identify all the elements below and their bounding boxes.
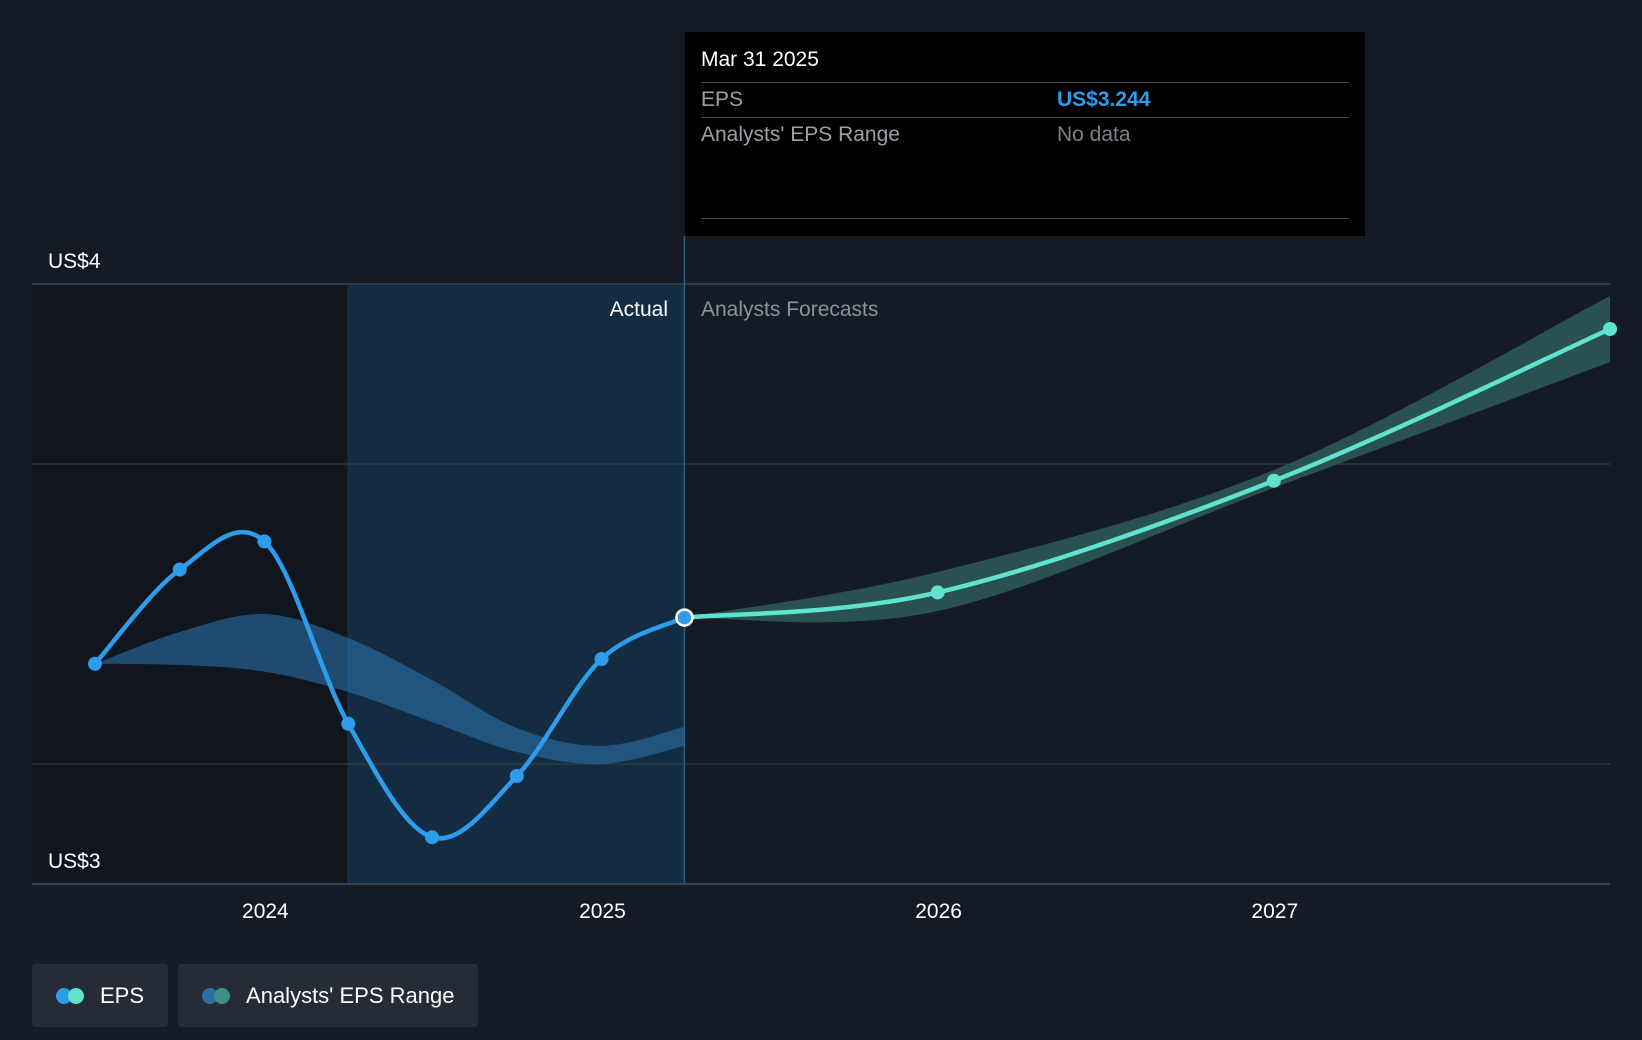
- eps-selected-point[interactable]: [675, 608, 694, 627]
- legend-eps-label: EPS: [100, 982, 145, 1008]
- eps-forecast-point[interactable]: [930, 585, 945, 600]
- eps-line-past: [92, 529, 687, 841]
- tooltip-eps-value: US$3.244: [1057, 88, 1151, 111]
- tooltip-range-label: Analysts' EPS Range: [701, 123, 900, 146]
- legend-eps[interactable]: EPS: [32, 964, 169, 1027]
- eps-point[interactable]: [594, 652, 609, 666]
- actual-label: Actual: [610, 298, 668, 321]
- tooltip-divider: [701, 218, 1349, 219]
- eps-point[interactable]: [509, 769, 524, 783]
- y-tick-label: US$4: [48, 250, 101, 273]
- eps-line-forecast: [682, 326, 1613, 620]
- tooltip-range-row: Analysts' EPS Range No data: [701, 118, 1349, 152]
- eps-forecast-point[interactable]: [1603, 322, 1617, 336]
- tooltip-date: Mar 31 2025: [701, 46, 1349, 83]
- eps-forecast-point[interactable]: [1266, 473, 1281, 488]
- x-tick-label: 2025: [579, 900, 626, 923]
- tooltip: Mar 31 2025 EPS US$3.244 Analysts' EPS R…: [685, 32, 1365, 236]
- x-tick-label: 2027: [1251, 900, 1298, 923]
- y-tick-label: US$3: [48, 850, 101, 873]
- legend-range[interactable]: Analysts' EPS Range: [178, 964, 479, 1027]
- range-band-forecast: [684, 296, 1610, 623]
- tooltip-eps-label: EPS: [701, 88, 744, 111]
- eps-point[interactable]: [88, 656, 102, 671]
- tooltip-range-value: No data: [1057, 123, 1131, 146]
- eps-point[interactable]: [257, 534, 272, 549]
- highlight-region: [348, 284, 685, 884]
- x-tick-label: 2024: [242, 900, 289, 923]
- range-swatch-icon: [202, 987, 232, 1004]
- eps-point[interactable]: [341, 716, 356, 731]
- eps-swatch-icon: [56, 987, 86, 1004]
- x-tick-label: 2026: [915, 900, 962, 923]
- legend: EPS Analysts' EPS Range: [32, 964, 479, 1027]
- eps-point[interactable]: [172, 562, 187, 577]
- legend-range-label: Analysts' EPS Range: [246, 982, 455, 1008]
- tooltip-eps-row: EPS US$3.244: [701, 83, 1349, 118]
- eps-point[interactable]: [425, 830, 440, 845]
- forecast-label: Analysts Forecasts: [701, 298, 878, 321]
- range-band-past: [95, 613, 685, 765]
